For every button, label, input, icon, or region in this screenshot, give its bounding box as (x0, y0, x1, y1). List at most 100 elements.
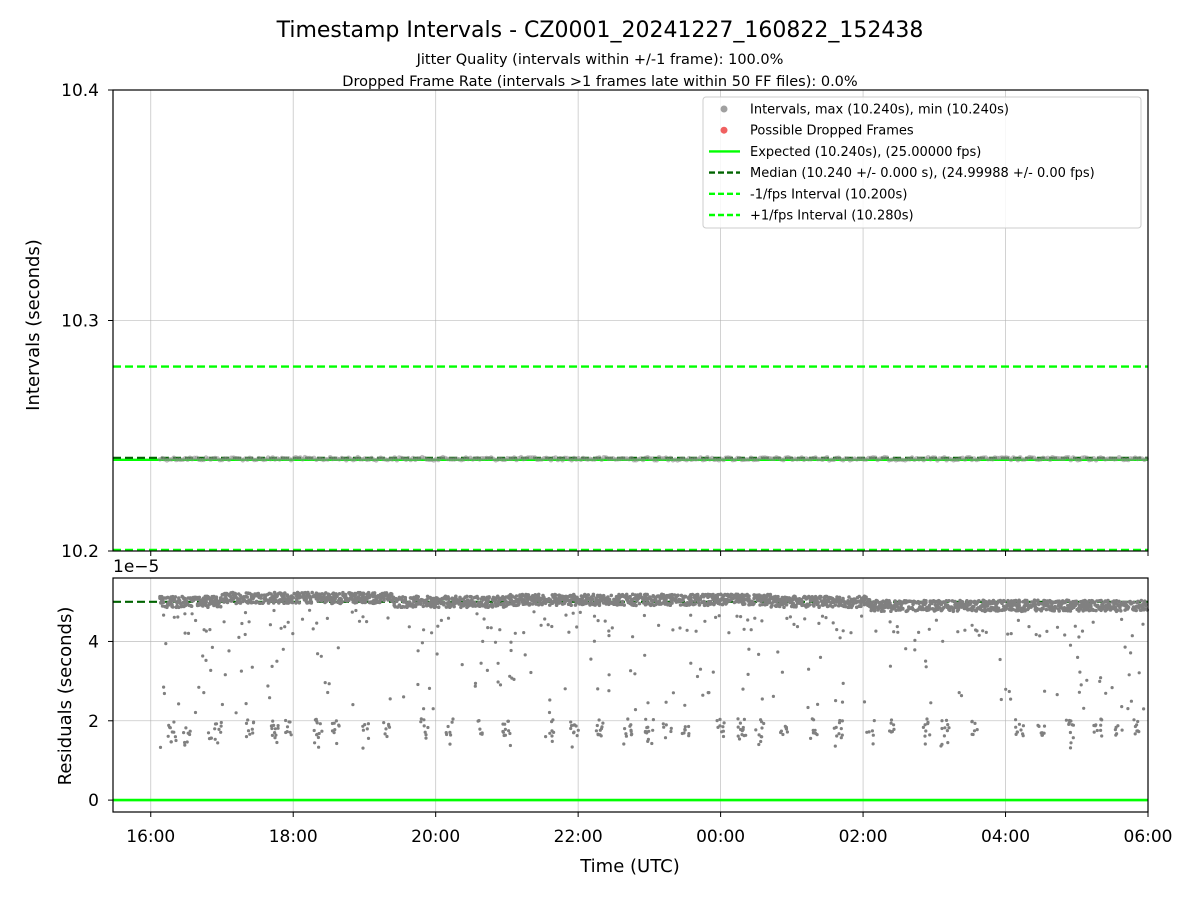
residual-point (210, 645, 214, 650)
residual-point (273, 731, 277, 735)
residual-point (575, 734, 579, 738)
residual-point (838, 718, 842, 723)
residual-point (567, 630, 571, 634)
residual-point (430, 631, 434, 635)
residual-point (617, 598, 621, 602)
residual-point (290, 600, 295, 605)
residual-point (254, 599, 259, 604)
residual-point (742, 627, 746, 631)
residual-point (661, 722, 665, 726)
residual-point (970, 732, 974, 737)
residual-point (365, 620, 369, 624)
residual-point (335, 741, 339, 746)
residual-point (1129, 699, 1133, 703)
residual-point (269, 592, 273, 596)
residual-point (407, 625, 411, 629)
residual-point (496, 661, 500, 665)
residual-point (190, 612, 194, 616)
residual-point (184, 726, 188, 730)
residual-point (250, 665, 254, 669)
residual-point (835, 628, 839, 632)
residual-point (717, 614, 721, 618)
residual-point (629, 669, 633, 673)
residuals-reference-lines (113, 600, 1148, 802)
residual-point (340, 600, 344, 604)
residual-point (291, 595, 296, 600)
residual-point (571, 611, 575, 615)
residual-point (337, 592, 342, 596)
residual-point (558, 600, 562, 605)
residual-point (607, 673, 611, 677)
residual-point (386, 616, 390, 620)
residual-point (816, 600, 820, 605)
residual-point (757, 652, 761, 657)
residual-point (928, 607, 932, 611)
residual-point (548, 603, 552, 607)
residual-point (1068, 609, 1073, 613)
residual-point (622, 742, 626, 746)
x-tick-label: 18:00 (269, 827, 318, 847)
residual-point (1094, 608, 1098, 613)
residual-point (424, 736, 428, 740)
residual-point (599, 734, 603, 738)
residual-point (860, 614, 864, 618)
residual-point (416, 649, 420, 653)
residual-point (607, 634, 611, 638)
chart-title: Timestamp Intervals - CZ0001_20241227_16… (276, 18, 924, 43)
residual-point (256, 591, 261, 596)
residual-point (973, 721, 977, 726)
residual-point (543, 617, 547, 621)
residual-point (600, 725, 604, 729)
residual-point (837, 732, 841, 736)
residual-point (208, 628, 212, 632)
residual-point (204, 600, 208, 604)
residual-point (387, 722, 391, 727)
residual-point (972, 729, 977, 733)
residuals-offset-label: 1e−5 (113, 557, 159, 577)
residual-point (998, 657, 1002, 662)
residual-point (865, 730, 869, 734)
residual-point (651, 728, 655, 732)
residual-point (473, 681, 478, 686)
residual-point (857, 594, 861, 599)
residual-point (315, 721, 319, 725)
residual-point (323, 681, 327, 685)
residual-point (550, 624, 554, 629)
residual-point (223, 673, 227, 677)
x-tick-label: 04:00 (981, 827, 1030, 847)
legend-median-label: Median (10.240 +/- 0.000 s), (24.99988 +… (750, 166, 1095, 181)
residual-point (685, 628, 689, 632)
residual-point (536, 592, 541, 597)
residual-point (427, 686, 432, 691)
residual-point (361, 746, 365, 750)
residual-point (597, 718, 601, 722)
residual-point (819, 594, 823, 599)
residual-point (1129, 651, 1133, 655)
residual-point (1075, 601, 1079, 606)
residual-point (834, 699, 838, 703)
residual-point (216, 741, 220, 745)
residual-point (881, 599, 885, 603)
residual-point (1009, 697, 1013, 701)
residual-point (972, 604, 976, 609)
residual-point (671, 628, 675, 632)
residual-point (419, 717, 423, 721)
residual-point (683, 703, 687, 707)
residual-point (926, 720, 930, 725)
residual-point (366, 736, 371, 741)
residual-point (532, 596, 537, 600)
residual-point (188, 729, 192, 733)
residual-point (626, 717, 630, 721)
residual-point (286, 620, 290, 624)
residual-point (1143, 602, 1148, 606)
residual-point (161, 600, 166, 604)
residual-point (768, 592, 773, 597)
residual-point (741, 687, 745, 691)
residual-point (754, 728, 758, 732)
residual-point (662, 725, 666, 729)
residual-point (727, 631, 731, 635)
residual-point (216, 604, 220, 609)
residual-point (489, 626, 493, 630)
residual-point (501, 601, 506, 606)
x-tick-label: 00:00 (696, 827, 745, 847)
